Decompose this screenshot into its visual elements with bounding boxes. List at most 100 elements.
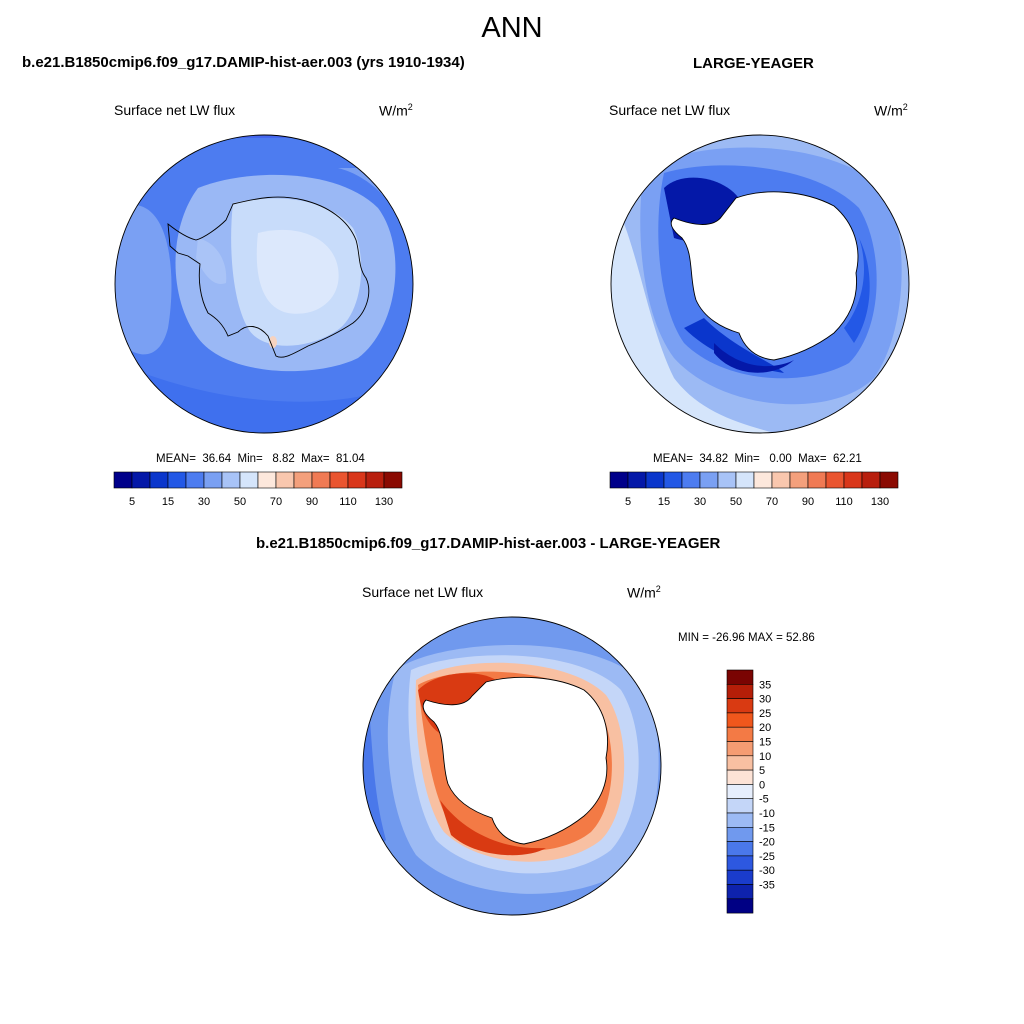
diff-colorbar-box bbox=[726, 841, 754, 857]
diff-colorbar-label: 25 bbox=[759, 708, 771, 720]
panel2-colorbar-box bbox=[699, 471, 719, 489]
panel2-colorbar: 5 15 30 50 70 90 110 130 bbox=[609, 471, 899, 508]
panel2-colorbar-box bbox=[663, 471, 683, 489]
diff-colorbar-label: -5 bbox=[759, 794, 769, 806]
panel2-colorbar-box bbox=[681, 471, 701, 489]
panel2-colorbar-label: 15 bbox=[658, 496, 670, 508]
panel2-colorbar-box bbox=[771, 471, 791, 489]
diff-colorbar-label: -35 bbox=[759, 880, 775, 892]
panel1-colorbar-label: 5 bbox=[129, 496, 135, 508]
diff-colorbar-box bbox=[726, 669, 754, 685]
panel1-variable-label: Surface net LW flux bbox=[114, 102, 236, 118]
panel1-colorbar-box bbox=[275, 471, 295, 489]
diff-colorbar-label: -25 bbox=[759, 851, 775, 863]
panel2-colorbar-label: 110 bbox=[835, 496, 853, 508]
diff-colorbar-box bbox=[726, 898, 754, 914]
panel2-stats: MEAN= 34.82 Min= 0.00 Max= 62.21 bbox=[653, 453, 862, 465]
diff-variable-label: Surface net LW flux bbox=[362, 584, 484, 600]
panel1-colorbar-box bbox=[311, 471, 331, 489]
diff-colorbar-box bbox=[726, 798, 754, 814]
diff-colorbar-label: 10 bbox=[759, 751, 771, 763]
diff-colorbar-box bbox=[726, 784, 754, 800]
panel2-colorbar-box bbox=[735, 471, 755, 489]
diff-polar-map bbox=[362, 616, 662, 916]
panel1-colorbar-box bbox=[365, 471, 385, 489]
panel1-case-title: b.e21.B1850cmip6.f09_g17.DAMIP-hist-aer.… bbox=[22, 54, 465, 71]
panel1-units-label: W/m2 bbox=[379, 102, 413, 119]
panel2-colorbar-label: 50 bbox=[730, 496, 742, 508]
panel2-case-title: LARGE-YEAGER bbox=[693, 55, 814, 72]
panel1-polar-map bbox=[114, 134, 414, 434]
diff-title: b.e21.B1850cmip6.f09_g17.DAMIP-hist-aer.… bbox=[256, 535, 721, 552]
panel2-variable-label: Surface net LW flux bbox=[609, 102, 731, 118]
panel2-colorbar-box bbox=[825, 471, 845, 489]
panel1-colorbar-label: 70 bbox=[270, 496, 282, 508]
diff-colorbar-box bbox=[726, 855, 754, 871]
panel1-colorbar-box bbox=[149, 471, 169, 489]
panel1-colorbar-box bbox=[239, 471, 259, 489]
panel1-colorbar-label: 130 bbox=[375, 496, 393, 508]
panel2-colorbar-label: 70 bbox=[766, 496, 778, 508]
diff-colorbar-label: 0 bbox=[759, 779, 765, 791]
panel2-map-border bbox=[610, 134, 910, 434]
diff-coastline bbox=[422, 676, 608, 845]
panel1-colorbar-box bbox=[383, 471, 403, 489]
diff-colorbar-box bbox=[726, 884, 754, 900]
panel1-colorbar-box bbox=[329, 471, 349, 489]
panel1-colorbar-box bbox=[167, 471, 187, 489]
panel2-colorbar-box bbox=[789, 471, 809, 489]
panel1-colorbar-box bbox=[131, 471, 151, 489]
diff-colorbar-box bbox=[726, 712, 754, 728]
panel2-colorbar-box bbox=[717, 471, 737, 489]
diff-colorbar-label: 30 bbox=[759, 694, 771, 706]
diff-colorbar-label: 35 bbox=[759, 679, 771, 691]
diff-colorbar-box bbox=[726, 755, 754, 771]
panel2-colorbar-box bbox=[879, 471, 899, 489]
panel1-map-border bbox=[114, 134, 414, 434]
diff-colorbar-label: 20 bbox=[759, 722, 771, 734]
diff-colorbar-label: -30 bbox=[759, 865, 775, 877]
diff-colorbar-label: 5 bbox=[759, 765, 765, 777]
panel1-colorbar-label: 30 bbox=[198, 496, 210, 508]
panel2-colorbar-box bbox=[807, 471, 827, 489]
panel2-colorbar-box bbox=[861, 471, 881, 489]
panel2-colorbar-box bbox=[843, 471, 863, 489]
diff-units-label: W/m2 bbox=[627, 584, 661, 601]
diff-colorbar-label: 15 bbox=[759, 737, 771, 749]
panel2-colorbar-label: 130 bbox=[871, 496, 889, 508]
panel1-colorbar-box bbox=[203, 471, 223, 489]
diff-colorbar-box bbox=[726, 726, 754, 742]
diff-colorbar-label: -10 bbox=[759, 808, 775, 820]
panel2-colorbar-box bbox=[753, 471, 773, 489]
panel1-colorbar-box bbox=[293, 471, 313, 489]
main-title: ANN bbox=[481, 12, 543, 44]
panel2-colorbar-label: 90 bbox=[802, 496, 814, 508]
panel1-stats: MEAN= 36.64 Min= 8.82 Max= 81.04 bbox=[156, 453, 365, 465]
panel2-units-label: W/m2 bbox=[874, 102, 908, 119]
diff-colorbar-box bbox=[726, 683, 754, 699]
panel1-colorbar-label: 110 bbox=[339, 496, 357, 508]
diff-colorbar: 35 30 25 20 15 10 5 0 -5 -10 -15 -20 -25 -30 -35 bbox=[726, 669, 775, 914]
panel2-polar-map bbox=[610, 134, 910, 434]
diff-colorbar-box bbox=[726, 698, 754, 714]
panel1-colorbar: 5 15 30 50 70 90 110 130 bbox=[113, 471, 403, 508]
diff-colorbar-box bbox=[726, 769, 754, 785]
diff-minmax: MIN = -26.96 MAX = 52.86 bbox=[678, 632, 815, 644]
diff-colorbar-box bbox=[726, 869, 754, 885]
panel1-colorbar-box bbox=[185, 471, 205, 489]
panel2-colorbar-box bbox=[645, 471, 665, 489]
diff-colorbar-label: -15 bbox=[759, 822, 775, 834]
diff-colorbar-box bbox=[726, 827, 754, 842]
panel1-colorbar-label: 90 bbox=[306, 496, 318, 508]
panel1-colorbar-box bbox=[257, 471, 277, 489]
panel1-colorbar-box bbox=[347, 471, 367, 489]
diff-map-border bbox=[362, 616, 662, 916]
panel2-colorbar-label: 30 bbox=[694, 496, 706, 508]
panel2-colorbar-label: 5 bbox=[625, 496, 631, 508]
panel2-coastline bbox=[670, 191, 859, 361]
diff-colorbar-box bbox=[726, 741, 754, 757]
diff-colorbar-label: -20 bbox=[759, 837, 775, 849]
panel1-coastline bbox=[167, 196, 370, 358]
panel1-colorbar-box bbox=[113, 471, 133, 489]
panel2-colorbar-box bbox=[609, 471, 629, 489]
